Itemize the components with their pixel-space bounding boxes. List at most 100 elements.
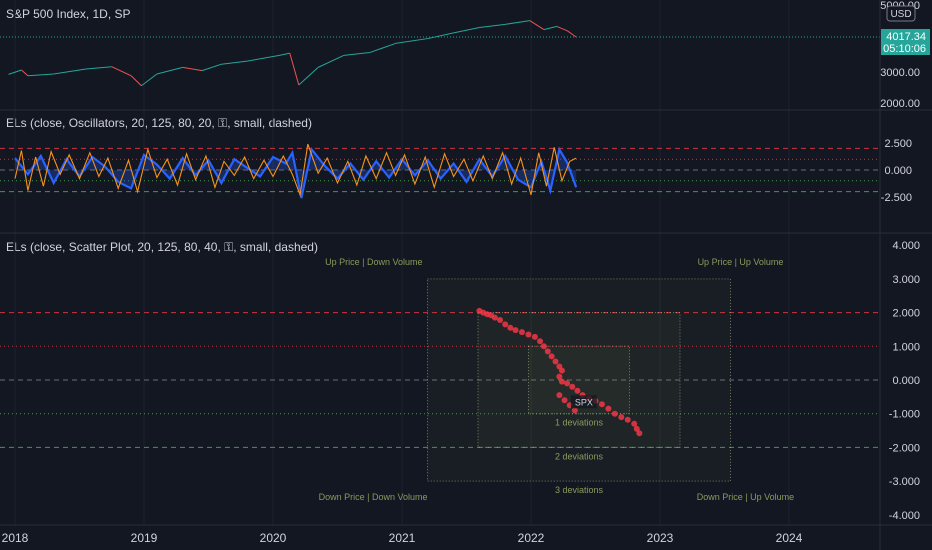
point-label-background bbox=[570, 395, 597, 409]
price-line-segment bbox=[85, 66, 112, 70]
price-pane-title: S&P 500 Index, 1D, SP bbox=[6, 7, 131, 21]
price-line-segment bbox=[141, 73, 158, 87]
price-axis-background bbox=[880, 0, 932, 550]
currency-button-label: USD bbox=[890, 9, 911, 20]
price-badge: 4017.34 bbox=[886, 31, 926, 43]
deviation-label-2: 2 deviations bbox=[555, 451, 604, 461]
price-axis-tick: 2000.00 bbox=[880, 98, 920, 110]
price-line-segment bbox=[529, 20, 545, 30]
oscillator-axis-tick: 2.500 bbox=[884, 138, 912, 150]
scatter-point bbox=[561, 397, 568, 404]
price-line-segment bbox=[566, 30, 577, 38]
scatter-point bbox=[624, 416, 631, 423]
time-axis-label: 2018 bbox=[2, 531, 29, 545]
oscillator-axis-tick: 0.000 bbox=[884, 165, 912, 177]
price-axis[interactable]: 5000.003000.002000.00USD4017.3405:10:062… bbox=[880, 0, 932, 550]
scatter-point bbox=[552, 358, 559, 365]
scatter-point bbox=[569, 383, 576, 390]
time-axis-label: 2023 bbox=[647, 531, 674, 545]
scatter-point bbox=[558, 378, 565, 385]
price-badge-background bbox=[881, 29, 930, 55]
time-axis-label: 2021 bbox=[389, 531, 416, 545]
scatter-axis-tick: -3.000 bbox=[889, 476, 920, 488]
price-line-segment bbox=[289, 52, 300, 86]
scatter-point bbox=[507, 324, 514, 331]
scatter-point bbox=[497, 317, 504, 324]
deviation-label-3: 3 deviations bbox=[555, 485, 604, 495]
price-line-segment bbox=[298, 66, 319, 86]
time-axis-label: 2024 bbox=[776, 531, 803, 545]
oscillator-pane-title: ELs (close, Oscillators, 20, 125, 80, 20… bbox=[6, 116, 312, 130]
time-axis[interactable]: 2018 2019 2020 2021 2022 2023 2024 bbox=[2, 531, 803, 545]
quadrant-label-bottom-left: Down Price | Down Volume bbox=[319, 492, 428, 502]
price-line-segment bbox=[182, 66, 203, 72]
scatter-point bbox=[574, 387, 581, 394]
price-line-segment bbox=[130, 75, 142, 87]
scatter-point bbox=[531, 333, 538, 340]
price-line-segment bbox=[556, 25, 568, 32]
price-line-segment bbox=[479, 23, 506, 28]
price-line-segment bbox=[505, 20, 530, 25]
price-axis-tick: 3000.00 bbox=[880, 67, 920, 79]
price-line-segment bbox=[201, 63, 222, 72]
scatter-point bbox=[556, 373, 563, 380]
quadrant-label-top-right: Up Price | Up Volume bbox=[698, 257, 784, 267]
price-line-segment bbox=[453, 26, 480, 34]
scatter-axis-tick: -1.000 bbox=[889, 409, 920, 421]
volume-oscillator-area bbox=[15, 149, 577, 199]
scatter-point bbox=[525, 331, 532, 338]
scatter-axis-tick: 2.000 bbox=[892, 308, 920, 320]
price-line-segment bbox=[221, 60, 248, 65]
scatter-point bbox=[618, 414, 625, 421]
price-line-segment bbox=[53, 68, 87, 75]
countdown-badge: 05:10:06 bbox=[883, 43, 926, 55]
grid-lines bbox=[14, 0, 790, 525]
point-label: SPX bbox=[575, 397, 593, 407]
scatter-axis-tick: 3.000 bbox=[892, 274, 920, 286]
price-line-segment bbox=[317, 54, 345, 68]
scatter-axis-tick: 1.000 bbox=[892, 341, 920, 353]
price-line-segment bbox=[279, 52, 290, 56]
scatter-point bbox=[631, 420, 638, 427]
scatter-point bbox=[611, 410, 618, 417]
scatter-point bbox=[537, 338, 544, 345]
scatter-point bbox=[548, 353, 555, 360]
price-line-segment bbox=[369, 42, 396, 54]
deviation-box-2 bbox=[477, 312, 681, 448]
deviation-label-1: 1 deviations bbox=[555, 418, 604, 428]
scatter-axis-tick: -4.000 bbox=[889, 510, 920, 522]
scatter-point bbox=[540, 343, 547, 350]
oscillator-axis-tick: -2.500 bbox=[881, 192, 912, 204]
price-line-segment bbox=[111, 66, 132, 77]
currency-button[interactable] bbox=[886, 5, 916, 22]
scatter-point bbox=[633, 425, 640, 432]
scatter-point bbox=[605, 405, 612, 412]
scatter-point bbox=[571, 407, 578, 414]
price-line-segment bbox=[543, 25, 557, 31]
scatter-point bbox=[502, 321, 509, 328]
scatter-point bbox=[544, 348, 551, 355]
scatter-point bbox=[598, 401, 605, 408]
price-line-segment bbox=[156, 66, 183, 75]
quadrant-label-bottom-right: Down Price | Up Volume bbox=[697, 492, 794, 502]
scatter-pane: Up Price | Down Volume Up Price | Up Volu… bbox=[0, 257, 880, 502]
scatter-point bbox=[518, 329, 525, 336]
price-line-segment bbox=[27, 73, 54, 77]
price-pane bbox=[0, 20, 880, 87]
scatter-axis-tick: 4.000 bbox=[892, 240, 920, 252]
scatter-axis-tick: -2.000 bbox=[889, 442, 920, 454]
price-line-segment bbox=[395, 38, 428, 44]
scatter-point bbox=[558, 367, 565, 374]
scatter-axis-tick: 0.000 bbox=[892, 375, 920, 387]
scatter-point bbox=[564, 380, 571, 387]
scatter-pane-title: ELs (close, Scatter Plot, 20, 125, 80, 4… bbox=[6, 240, 318, 254]
price-oscillator-line bbox=[14, 143, 577, 198]
time-axis-label: 2019 bbox=[131, 531, 158, 545]
scatter-point bbox=[556, 392, 563, 399]
scatter-point bbox=[491, 314, 498, 321]
price-line-segment bbox=[21, 69, 29, 77]
oscillator-pane bbox=[0, 143, 880, 199]
time-axis-label: 2020 bbox=[260, 531, 287, 545]
